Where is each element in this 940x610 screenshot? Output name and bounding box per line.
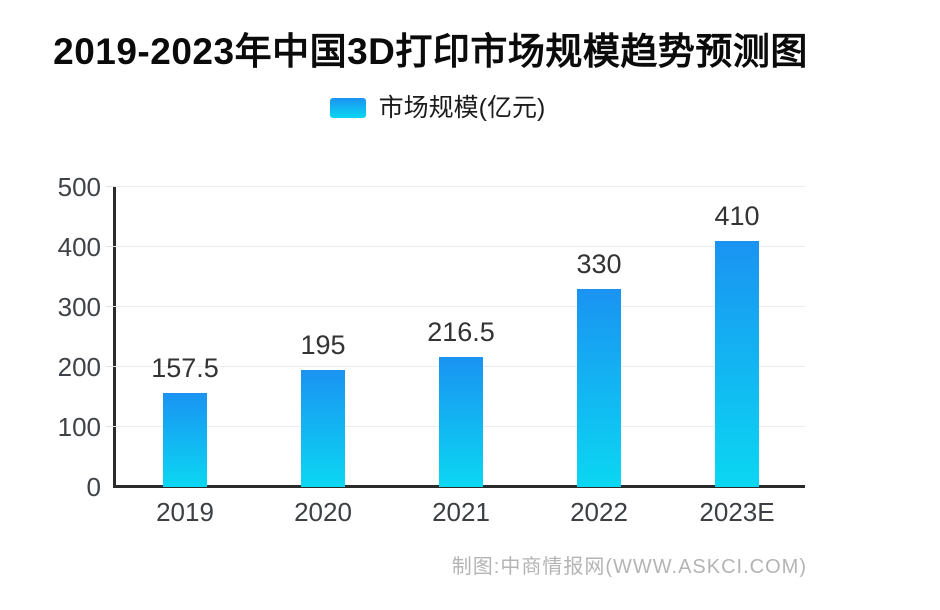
bar-2021 [439, 357, 483, 487]
x-axis-label-2020: 2020 [294, 497, 352, 527]
y-axis-label-200: 200 [57, 352, 101, 382]
x-axis-label-2023E: 2023E [699, 497, 775, 527]
x-axis-label-2022: 2022 [570, 497, 628, 527]
y-tick-500 [106, 186, 115, 187]
y-axis-label-300: 300 [57, 292, 101, 322]
y-tick-400 [106, 246, 115, 247]
source-credit: 制图:中商情报网(WWW.ASKCI.COM) [451, 556, 807, 578]
value-label-2019: 157.5 [151, 352, 219, 383]
legend: 市场规模(亿元) [0, 93, 875, 123]
x-axis-label-2019: 2019 [156, 497, 214, 527]
gridline-400 [115, 246, 805, 247]
bar-2019 [163, 392, 207, 487]
chart-title: 2019-2023年中国3D打印市场规模趋势预测图 [53, 31, 808, 72]
legend-label: 市场规模(亿元) [378, 94, 546, 122]
plot-area: 0 100 200 300 400 500 157.5 2019 195 2020 216.5 202… [58, 172, 805, 527]
y-tick-100 [106, 426, 115, 427]
y-axis-label-400: 400 [57, 232, 101, 262]
y-tick-200 [106, 366, 115, 367]
x-axis-label-2021: 2021 [432, 497, 490, 527]
y-axis-label-100: 100 [57, 412, 101, 442]
gridline-300 [115, 306, 805, 307]
gridline-500 [115, 186, 805, 187]
value-label-2023E: 410 [714, 201, 760, 231]
y-axis-line [113, 186, 116, 488]
y-axis-label-500: 500 [57, 172, 101, 202]
bar-2020 [301, 370, 345, 487]
y-tick-300 [106, 306, 115, 307]
bar-2022 [577, 289, 621, 487]
value-label-2022: 330 [576, 249, 622, 279]
value-label-2020: 195 [300, 330, 346, 360]
bar-2023E [715, 241, 759, 487]
value-label-2021: 216.5 [427, 317, 495, 348]
y-axis-label-0: 0 [86, 472, 101, 502]
legend-swatch-icon [329, 98, 366, 118]
